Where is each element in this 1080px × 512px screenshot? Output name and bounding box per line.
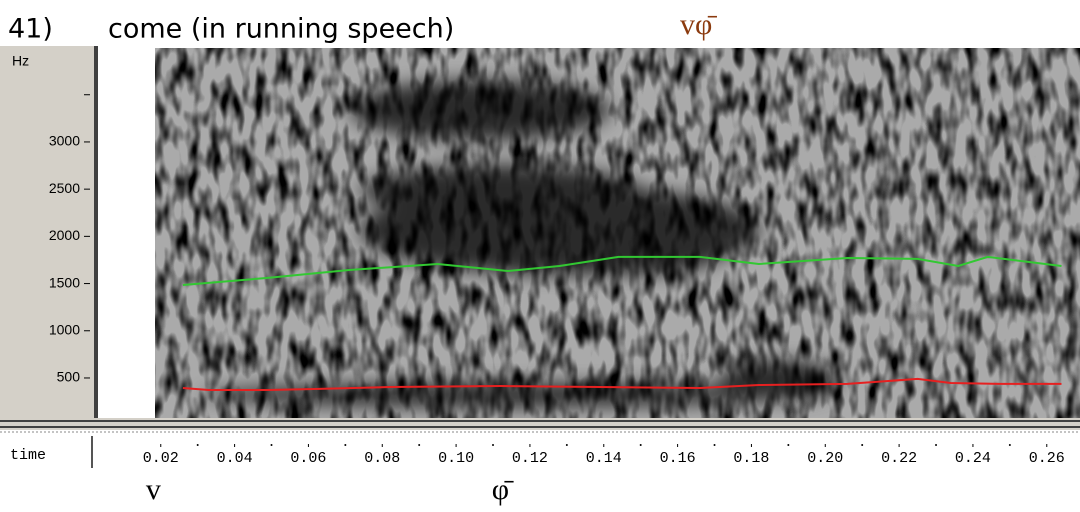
x-tick-label: 0.06 bbox=[290, 450, 326, 467]
x-minor-tick bbox=[565, 444, 568, 446]
y-tick-label: 1000 bbox=[49, 321, 80, 337]
x-tick-label: 0.20 bbox=[807, 450, 843, 467]
x-minor-tick bbox=[196, 444, 199, 446]
x-minor-tick bbox=[1008, 444, 1011, 446]
x-tick-label: 0.02 bbox=[143, 450, 179, 467]
y-tick-label: 500 bbox=[57, 369, 81, 385]
x-tick-label: 0.14 bbox=[586, 450, 622, 467]
axis-border bbox=[94, 46, 98, 420]
x-tick-label: 0.04 bbox=[217, 450, 253, 467]
x-minor-tick bbox=[492, 444, 495, 446]
time-bar bbox=[0, 430, 1080, 472]
transcription: vφ̄ bbox=[680, 8, 717, 41]
x-tick-label: 0.08 bbox=[364, 450, 400, 467]
x-minor-tick bbox=[787, 444, 790, 446]
y-tick-label: 1500 bbox=[49, 274, 80, 290]
chart-title: come (in running speech) bbox=[108, 14, 454, 45]
x-minor-tick bbox=[935, 444, 938, 446]
x-tick-label: 0.22 bbox=[881, 450, 917, 467]
x-minor-tick bbox=[344, 444, 347, 446]
y-axis-label: Hz bbox=[12, 53, 29, 69]
separator bbox=[0, 418, 1080, 430]
x-tick-label: 0.24 bbox=[955, 450, 991, 467]
x-tick-label: 0.10 bbox=[438, 450, 474, 467]
x-minor-tick bbox=[639, 444, 642, 446]
x-tick-label: 0.12 bbox=[512, 450, 548, 467]
formant-line bbox=[182, 255, 1062, 286]
x-minor-tick bbox=[861, 444, 864, 446]
segment-label: φ̄ bbox=[492, 473, 514, 506]
spectrogram bbox=[155, 48, 1080, 418]
energy-regions bbox=[200, 80, 840, 407]
y-tick-label: 2000 bbox=[49, 227, 80, 243]
x-minor-tick bbox=[713, 444, 716, 446]
axis-panel bbox=[0, 46, 94, 420]
segment-label: v bbox=[146, 473, 161, 506]
x-axis-label: time bbox=[10, 447, 46, 464]
x-tick-label: 0.26 bbox=[1029, 450, 1065, 467]
x-tick-label: 0.18 bbox=[733, 450, 769, 467]
x-minor-tick bbox=[418, 444, 421, 446]
formant-line bbox=[182, 377, 1062, 391]
y-tick-label: 3000 bbox=[49, 133, 80, 149]
y-tick-label: 2500 bbox=[49, 180, 80, 196]
x-minor-tick bbox=[270, 444, 273, 446]
figure-number: 41) bbox=[8, 14, 53, 45]
x-tick-label: 0.16 bbox=[660, 450, 696, 467]
